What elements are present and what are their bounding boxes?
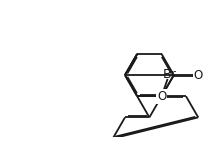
Text: O: O [194, 69, 203, 82]
Text: Br: Br [162, 68, 176, 81]
Text: O: O [157, 90, 166, 103]
